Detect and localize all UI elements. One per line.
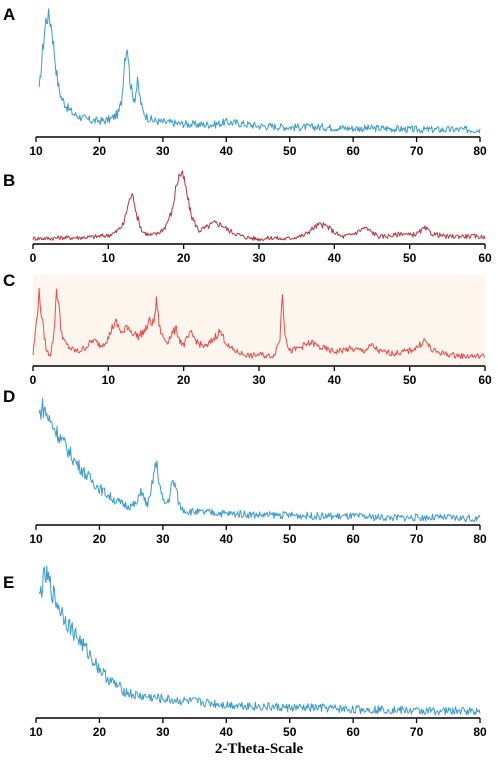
xrd-series-line <box>38 8 481 134</box>
xrd-series-line <box>32 170 486 242</box>
x-tick-label: 80 <box>473 532 487 546</box>
x-tick-label: 30 <box>252 373 266 387</box>
x-tick-label: 70 <box>410 532 424 546</box>
xrd-series-line <box>32 287 486 359</box>
x-tick-label: 60 <box>478 373 492 387</box>
plot-background <box>33 275 485 366</box>
x-tick-label: 20 <box>93 144 107 158</box>
x-tick-label: 10 <box>29 532 43 546</box>
panel-a: A 10 20 30 40 50 60 70 80 <box>3 5 487 158</box>
x-tick-label: 40 <box>328 373 342 387</box>
x-axis-label: 2-Theta-Scale <box>215 741 304 757</box>
x-tick-label: 40 <box>220 532 234 546</box>
x-tick-label: 20 <box>177 373 191 387</box>
panel-b: B 0 10 20 30 40 50 60 <box>3 170 492 265</box>
x-tick-label: 70 <box>410 725 424 739</box>
x-tick-label: 40 <box>328 251 342 265</box>
x-tick-label: 60 <box>346 144 360 158</box>
panel-letter: E <box>3 573 14 592</box>
panel-letter: D <box>3 387 15 406</box>
x-tick-label: 30 <box>252 251 266 265</box>
x-tick-label: 60 <box>478 251 492 265</box>
panel-d: D 10 20 30 40 50 60 70 80 <box>3 387 487 546</box>
x-tick-label: 0 <box>30 373 37 387</box>
xrd-series-line <box>38 397 481 523</box>
x-tick-label: 50 <box>283 725 297 739</box>
x-tick-label: 0 <box>30 251 37 265</box>
panel-letter: A <box>3 5 15 24</box>
x-tick-label: 10 <box>29 144 43 158</box>
x-tick-label: 50 <box>283 144 297 158</box>
x-tick-label: 10 <box>29 725 43 739</box>
xrd-series-line <box>38 565 481 716</box>
panel-letter: C <box>3 271 15 290</box>
x-tick-label: 40 <box>220 144 234 158</box>
x-tick-label: 30 <box>156 144 170 158</box>
x-tick-label: 50 <box>283 532 297 546</box>
panels: A 10 20 30 40 50 60 70 80 B 0 10 20 30 40 50 60 C 0 10 20 30 4… <box>3 5 492 739</box>
x-tick-label: 10 <box>102 373 116 387</box>
x-tick-label: 80 <box>473 725 487 739</box>
x-tick-label: 20 <box>177 251 191 265</box>
x-tick-label: 20 <box>93 725 107 739</box>
x-tick-label: 60 <box>346 532 360 546</box>
panel-c: C 0 10 20 30 40 50 60 <box>3 271 492 387</box>
x-tick-label: 40 <box>220 725 234 739</box>
x-tick-label: 20 <box>93 532 107 546</box>
x-tick-label: 50 <box>403 251 417 265</box>
panel-e: E 10 20 30 40 50 60 70 80 <box>3 565 487 739</box>
x-tick-label: 60 <box>346 725 360 739</box>
x-tick-label: 70 <box>410 144 424 158</box>
x-tick-label: 80 <box>473 144 487 158</box>
x-tick-label: 30 <box>156 725 170 739</box>
x-tick-label: 30 <box>156 532 170 546</box>
panel-letter: B <box>3 171 15 190</box>
x-tick-label: 50 <box>403 373 417 387</box>
x-tick-label: 10 <box>102 251 116 265</box>
